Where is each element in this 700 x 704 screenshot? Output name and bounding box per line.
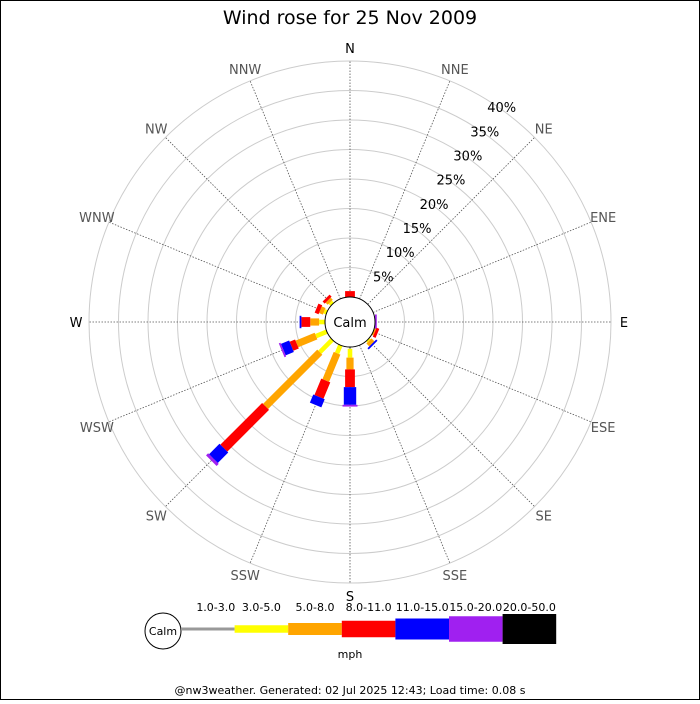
direction-label-se: SE: [536, 510, 552, 525]
legend-label-6: 20.0-50.0: [503, 601, 556, 614]
legend-swatch-1: [234, 625, 289, 633]
legend-label-3: 8.0-11.0: [346, 601, 392, 614]
legend-label-5: 15.0-20.0: [449, 601, 502, 614]
spoke-line: [359, 80, 451, 300]
radial-tick-label: 10%: [386, 246, 415, 261]
direction-label-nne: NNE: [441, 63, 469, 78]
wind-bar-SW-4: [209, 443, 229, 463]
calm-circle: [324, 296, 376, 348]
spoke-line: [367, 339, 535, 507]
spoke-line: [165, 137, 333, 305]
direction-label-ssw: SSW: [230, 569, 260, 584]
grid-ring: [118, 90, 582, 554]
wind-bar-SSW-4: [309, 394, 325, 408]
calm-label: Calm: [333, 316, 366, 331]
wind-bar-WSW-3: [289, 339, 299, 351]
wind-bar-SW-3: [220, 402, 270, 452]
legend-swatch-0: [181, 627, 235, 631]
wind-bar-WSW-1: [315, 329, 328, 339]
wind-bar-SSW-2: [322, 351, 341, 382]
direction-label-ene: ENE: [590, 211, 616, 226]
grid-ring: [88, 60, 612, 584]
wind-bar-WNW-2: [318, 306, 326, 315]
legend-label-4: 11.0-15.0: [396, 601, 449, 614]
wind-bar-SSW-1: [334, 344, 343, 355]
wind-bar-SW-5: [206, 453, 219, 466]
direction-label-s: S: [346, 590, 354, 605]
spoke-line: [108, 221, 328, 313]
legend-unit-label: mph: [338, 648, 363, 661]
radial-tick-label: 35%: [470, 125, 499, 140]
wind-bar-WNW-3: [314, 303, 323, 315]
legend-label-0: 1.0-3.0: [196, 601, 235, 614]
spoke-line: [359, 344, 451, 564]
legend-swatch-2: [288, 623, 342, 635]
direction-label-ese: ESE: [591, 421, 616, 436]
wind-bar-SW-1: [318, 338, 334, 354]
legend-swatch-4: [395, 618, 449, 640]
legend-calm-label: Calm: [149, 625, 177, 638]
direction-label-nw: NW: [145, 122, 168, 137]
wind-bar-SSW-3: [314, 378, 331, 399]
wind-bar-SE-4: [367, 339, 378, 350]
radial-tick-label: 15%: [403, 222, 432, 237]
legend-label-2: 5.0-8.0: [296, 601, 335, 614]
legend-calm-circle: [144, 612, 182, 650]
direction-label-nnw: NNW: [229, 63, 261, 78]
spoke-line: [249, 80, 341, 300]
direction-label-w: W: [70, 316, 83, 331]
legend-swatch-5: [449, 616, 503, 642]
spoke-line: [372, 331, 592, 423]
wind-bar-WSW-5: [278, 342, 287, 358]
spoke-line: [372, 221, 592, 313]
radial-tick-label: 40%: [487, 101, 516, 116]
radial-tick-label: 20%: [420, 198, 449, 213]
direction-label-sse: SSE: [442, 569, 467, 584]
wind-bar-NW-2: [325, 297, 333, 305]
direction-label-wsw: WSW: [80, 421, 114, 436]
footer-text: @nw3weather. Generated: 02 Jul 2025 12:4…: [175, 684, 526, 697]
chart-title: Wind rose for 25 Nov 2009: [223, 7, 477, 29]
spoke-line: [367, 137, 535, 305]
radial-tick-label: 25%: [436, 174, 465, 189]
legend-swatch-3: [341, 620, 396, 638]
wind-bar-WSW-2: [295, 332, 318, 348]
legend-label-1: 3.0-5.0: [242, 601, 281, 614]
wind-bar-WSW-4: [280, 340, 294, 356]
direction-label-sw: SW: [146, 510, 167, 525]
wind-bar-ESE-3: [372, 327, 380, 338]
radial-tick-label: 30%: [453, 150, 482, 165]
direction-label-n: N: [345, 42, 355, 57]
direction-label-wnw: WNW: [79, 211, 115, 226]
wind-bar-SE-2: [366, 338, 375, 347]
wind-bar-SW-2: [263, 349, 323, 409]
direction-label-ne: NE: [535, 122, 553, 137]
radial-tick-label: 5%: [373, 270, 394, 285]
legend-swatch-6: [502, 614, 557, 644]
direction-label-e: E: [620, 316, 628, 331]
wind-bar-NW-3: [322, 294, 332, 304]
